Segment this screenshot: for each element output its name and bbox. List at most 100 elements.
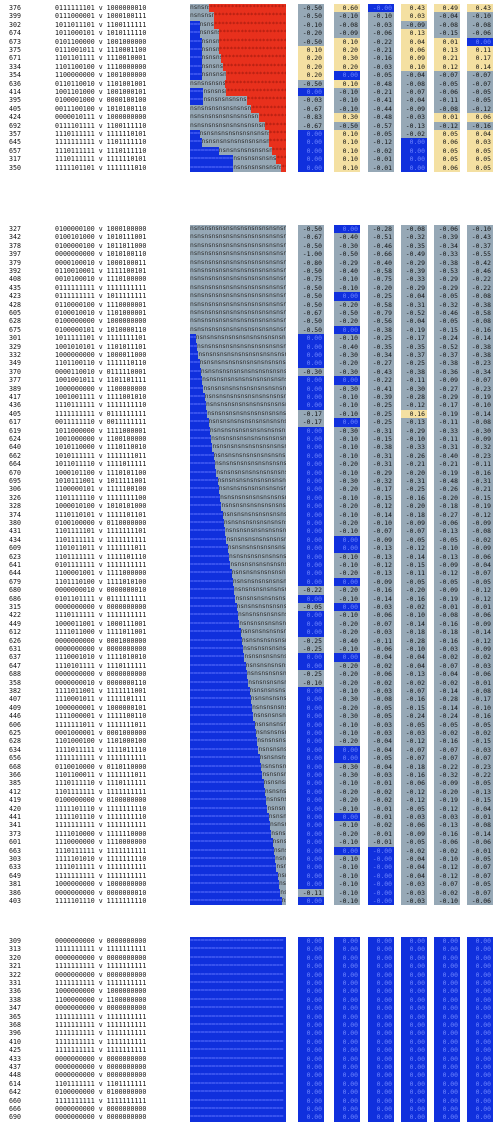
score-cell: 0.00 (334, 1054, 360, 1063)
row-id: 322 (9, 970, 21, 979)
bits-b: 1110111111 (106, 779, 147, 788)
score-cell: -0.02 (467, 729, 493, 738)
row-id: 664 (9, 460, 21, 469)
score-cell: -0.80 (298, 258, 324, 267)
score-cell: -0.09 (434, 586, 460, 595)
score-cell: -0.10 (434, 855, 460, 864)
score-cell: -0.18 (401, 510, 427, 519)
score-cell: -0.25 (368, 418, 394, 427)
score-cell: -0.12 (401, 401, 427, 410)
score-cell: 0.00 (334, 945, 360, 954)
bar-segment-match: ========================== (190, 754, 260, 763)
similarity-bar: ========================== (190, 962, 286, 971)
bits-a: 0000000000 (55, 670, 95, 679)
score-cell: -0.20 (334, 628, 360, 637)
score-cell: -0.13 (368, 552, 394, 561)
bar-segment-neutral: nsnsnsnsnsnsnsnsnsnsnsnsnsns (201, 71, 227, 80)
score-cell: -0.50 (298, 283, 324, 293)
score-cell: 0.00 (368, 1037, 394, 1047)
bits-a: 0000000000 (55, 645, 95, 653)
score-cell: -0.10 (334, 561, 360, 570)
score-cell: 0.00 (401, 163, 427, 172)
score-cell: 0.00 (434, 1021, 460, 1030)
score-cell: -0.07 (401, 88, 427, 97)
row-id: 407 (9, 695, 21, 704)
score-cell: 0.00 (298, 937, 324, 946)
row-id: 326 (9, 493, 21, 502)
bar-segment-match: ========================== (190, 334, 196, 343)
score-cell: -0.25 (368, 409, 394, 419)
bar-segment-mismatch: ************************** (246, 96, 286, 105)
score-cell: -0.31 (368, 460, 394, 469)
score-cell: -0.12 (467, 510, 493, 519)
score-cell: -0.02 (434, 846, 460, 855)
score-cell: 0.00 (298, 962, 324, 971)
score-cell: -0.18 (434, 628, 460, 637)
bits-b: 1101111110 (106, 138, 147, 147)
score-cell: -0.01 (368, 813, 394, 822)
row-id: 624 (9, 435, 21, 443)
score-cell: -0.03 (401, 897, 427, 906)
bar-segment-match: ========================== (190, 1021, 286, 1030)
score-cell: -0.12 (434, 121, 460, 130)
similarity-bar: ==========================nsnsnsnsnsnsns… (190, 653, 286, 662)
bits-b: 1000100011 (106, 258, 147, 267)
bar-segment-match: ========================== (190, 762, 262, 771)
similarity-bar: ==========================nsnsnsnsnsnsns… (190, 485, 286, 494)
bits-b: 1111111111 (106, 611, 147, 620)
bit-pattern: 0100000100 v 1011011000 (55, 242, 180, 250)
score-cell: -0.33 (401, 275, 427, 284)
similarity-bar: ==========================nsnsnsnsnsnsns… (190, 855, 286, 864)
row-id: 435 (9, 283, 21, 292)
score-cell: 0.00 (298, 460, 324, 469)
score-cell: -0.10 (334, 104, 360, 114)
score-cell: 0.00 (298, 729, 324, 738)
bar-segment-neutral: nsnsnsnsnsnsnsnsnsnsnsnsnsns (190, 79, 225, 88)
bar-segment-match: ========================== (190, 1063, 286, 1072)
bits-a: 1010110000 (55, 443, 95, 452)
score-cell: -0.09 (401, 519, 427, 528)
bar-segment-neutral: nsnsnsnsnsnsnsnsnsnsnsnsnsns (218, 146, 272, 156)
score-cell: 0.00 (334, 970, 360, 979)
score-cell: -0.02 (368, 661, 394, 671)
bits-a: 1111111111 (55, 871, 95, 880)
bit-pattern: 0110000100 v 1110000001 (55, 301, 180, 309)
separator: v (98, 678, 103, 687)
bar-segment-match: ========================== (190, 367, 201, 377)
score-cell: 0.00 (401, 1079, 427, 1089)
bit-pattern: 1101111101 v 1111111101 (55, 527, 180, 535)
similarity-bar: ==========================nsnsnsnsnsnsns… (190, 678, 286, 687)
score-cell: -0.20 (334, 619, 360, 629)
score-cell: -0.06 (401, 779, 427, 788)
score-cell: 0.00 (298, 527, 324, 536)
score-cell: 0.10 (401, 62, 427, 72)
score-cell: -0.04 (401, 653, 427, 662)
row-id: 419 (9, 796, 21, 805)
score-cell: 0.00 (401, 1105, 427, 1114)
bits-b: 0000000000 (106, 970, 147, 979)
score-cell: -0.25 (401, 485, 427, 494)
row-id: 414 (9, 88, 21, 96)
score-cell: 0.10 (298, 46, 324, 55)
score-cell: 0.04 (401, 37, 427, 46)
score-cell: -0.10 (434, 897, 460, 906)
bar-segment-mismatch: ************************** (276, 155, 286, 164)
score-cell: -0.20 (434, 787, 460, 797)
bar-segment-match: ========================== (190, 945, 286, 954)
bits-a: 1110111111 (55, 611, 95, 620)
separator: v (98, 1029, 103, 1038)
score-cell: -0.16 (401, 695, 427, 704)
score-cell: 0.00 (298, 720, 324, 729)
score-cell: 0.00 (334, 1029, 360, 1038)
score-cell: -0.35 (368, 342, 394, 351)
row-id: 425 (9, 1046, 21, 1055)
score-cell: 0.00 (298, 653, 324, 662)
row-id: 441 (9, 813, 21, 821)
bar-segment-match: ========================== (190, 1071, 286, 1080)
bit-pattern: 0100101000 v 1010111001 (55, 233, 180, 241)
row-id: 606 (9, 720, 21, 729)
bits-b: 1111111111 (106, 1012, 147, 1021)
bar-segment-neutral: nsnsnsnsnsnsnsnsnsnsnsnsnsns (220, 493, 286, 503)
bit-pattern: 1101100011 v 1111111011 (55, 771, 180, 779)
score-cell: -0.27 (434, 510, 460, 519)
